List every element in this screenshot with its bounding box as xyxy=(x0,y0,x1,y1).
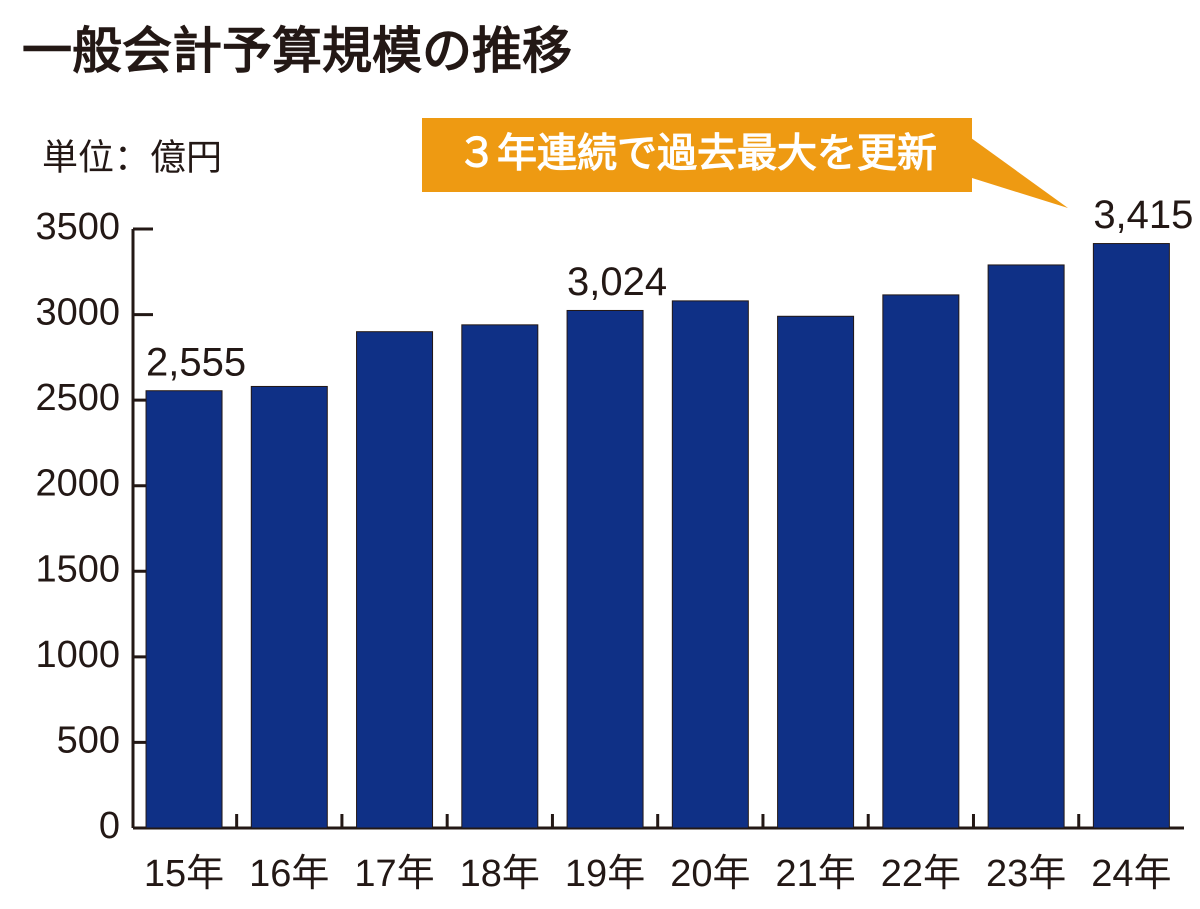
y-tick-label: 500 xyxy=(57,719,120,761)
bar xyxy=(145,390,223,829)
chart-title: 一般会計予算規模の推移 xyxy=(22,23,572,79)
annotation-box xyxy=(422,118,972,192)
x-tick-label: 18年 xyxy=(460,853,540,895)
x-tick-label: 17年 xyxy=(354,853,434,895)
bar xyxy=(777,315,855,829)
y-tick-label: 0 xyxy=(99,805,120,847)
bar xyxy=(1092,243,1170,829)
x-tick-label: 20年 xyxy=(670,853,750,895)
annotation-pointer xyxy=(960,130,1068,208)
y-tick-label: 3500 xyxy=(35,206,120,248)
annotation: ３年連続で過去最大を更新 xyxy=(422,118,1068,208)
x-tick-label: 21年 xyxy=(775,853,855,895)
unit-label: 単位：億円 xyxy=(42,137,222,178)
y-tick-label: 2000 xyxy=(35,463,120,505)
x-tick-label: 19年 xyxy=(565,853,645,895)
bar xyxy=(461,324,539,829)
bar xyxy=(250,385,328,829)
x-tick-label: 22年 xyxy=(881,853,961,895)
y-tick-label: 1500 xyxy=(35,548,120,590)
y-tick-label: 3000 xyxy=(35,292,120,334)
bar xyxy=(566,309,644,829)
bar xyxy=(987,264,1065,829)
value-label: 3,024 xyxy=(567,260,667,304)
x-tick-label: 23年 xyxy=(986,853,1066,895)
x-tick-label: 15年 xyxy=(144,853,224,895)
bar xyxy=(356,331,434,829)
bar xyxy=(882,294,960,829)
value-label: 2,555 xyxy=(146,340,246,384)
x-tick-label: 16年 xyxy=(249,853,329,895)
y-tick-label: 1000 xyxy=(35,634,120,676)
annotation-text: ３年連続で過去最大を更新 xyxy=(457,132,937,176)
x-tick-label: 24年 xyxy=(1091,853,1171,895)
y-tick-label: 2500 xyxy=(35,377,120,419)
bar xyxy=(671,300,749,829)
value-label: 3,415 xyxy=(1093,193,1193,237)
